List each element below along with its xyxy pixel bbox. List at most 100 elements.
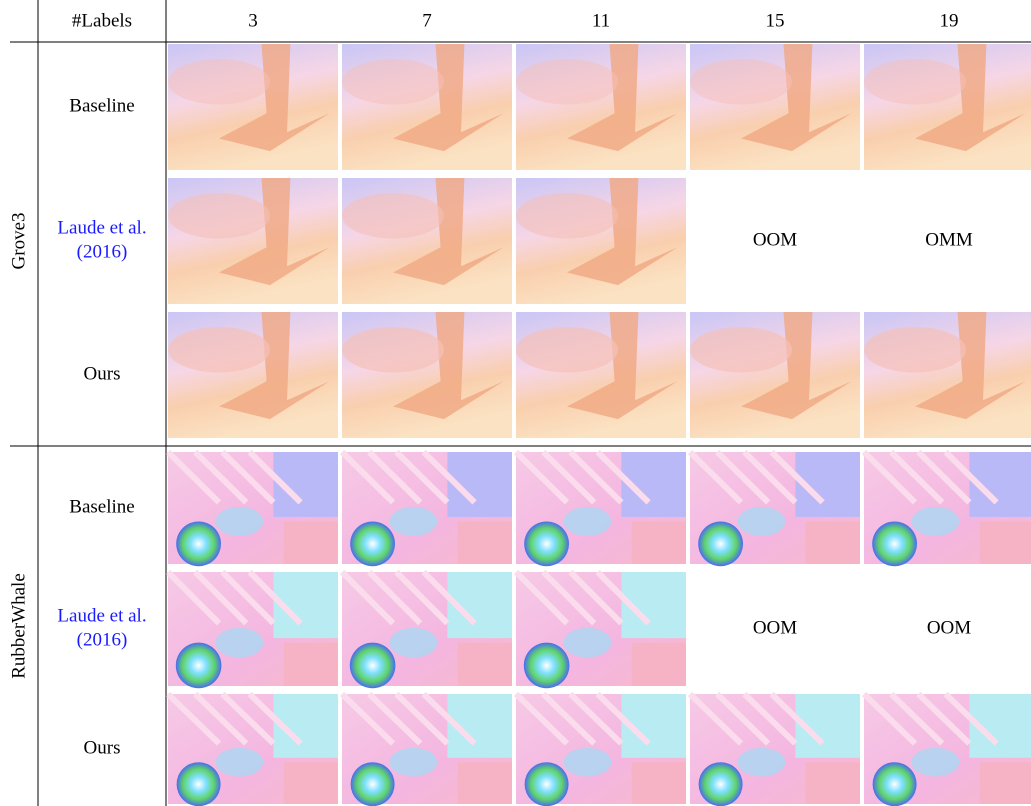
image-region [393,312,504,420]
image-region [631,521,686,564]
unavailable-label: OOM [927,617,971,638]
image-region [687,449,744,505]
image-region [350,762,395,806]
flow-image [864,312,1031,438]
flow-image [516,178,686,304]
corner-label: #Labels [72,10,132,31]
flow-image [513,691,686,806]
flow-image [690,312,860,438]
citation-year: (2016) [77,629,128,650]
flow-image [690,44,860,170]
image-region [516,193,618,239]
image-region [220,449,276,505]
image-region [541,449,597,505]
image-region [889,691,945,746]
image-region [864,59,966,105]
image-region [367,691,423,746]
flow-image [165,569,338,689]
image-region [698,762,743,806]
image-region [176,521,222,567]
image-region [943,449,999,505]
image-region [219,312,330,420]
flow-image [168,178,338,304]
method-label: Laude et al. [57,605,146,626]
image-region [523,642,570,689]
image-region [283,642,338,686]
image-region [715,449,771,505]
image-region [389,506,438,536]
image-region [631,642,686,686]
image-region [342,193,444,239]
image-region [247,569,303,626]
flow-image [861,691,1031,806]
flow-image [516,312,686,438]
flow-image [516,44,686,170]
image-region [915,312,1026,420]
image-region [193,691,249,746]
column-label: 15 [766,10,785,31]
image-region [524,521,569,567]
image-region [943,691,999,746]
image-region [168,59,270,105]
flow-image [513,449,686,567]
image-region [421,449,477,505]
image-region [215,506,264,536]
image-region [367,569,423,626]
image-region [393,178,504,286]
image-region [742,449,798,505]
image-region [742,691,798,746]
image-region [513,449,570,505]
column-label: 19 [940,10,959,31]
image-region [861,691,918,746]
image-region [737,747,786,777]
image-region [421,569,477,626]
image-region [524,762,569,806]
image-region [567,178,678,286]
image-region [568,691,624,746]
image-region [165,691,222,746]
image-region [631,762,686,804]
image-region [457,521,512,564]
image-region [541,691,597,746]
image-region [219,178,330,286]
image-region [563,506,612,536]
image-region [349,642,396,689]
image-region [394,691,450,746]
unavailable-label: OOM [753,229,797,250]
image-region [915,44,1026,152]
method-label: Baseline [69,496,134,517]
image-region [339,691,396,746]
method-label: Baseline [69,95,134,116]
image-region [457,762,512,804]
image-region [889,449,945,505]
image-region [421,691,477,746]
image-region [769,691,825,746]
image-region [342,59,444,105]
image-region [737,506,786,536]
group-label: Grove3 [8,213,29,270]
image-region [394,449,450,505]
flow-image [687,449,860,567]
image-region [741,44,852,152]
unavailable-label: OMM [925,229,973,250]
image-region [339,569,396,626]
citation-year: (2016) [77,241,128,262]
image-region [568,449,624,505]
image-region [283,762,338,804]
image-region [911,747,960,777]
image-region [563,747,612,777]
method-label: Laude et al. [57,217,146,238]
image-region [911,506,960,536]
image-region [595,569,651,626]
image-region [516,59,618,105]
image-region [687,691,744,746]
image-region [339,449,396,505]
flow-image [165,691,338,806]
image-region [165,569,222,626]
image-region [690,59,792,105]
flow-image [861,449,1031,567]
image-region [541,569,597,626]
image-region [215,627,264,658]
image-region [193,449,249,505]
flow-image [342,178,512,304]
